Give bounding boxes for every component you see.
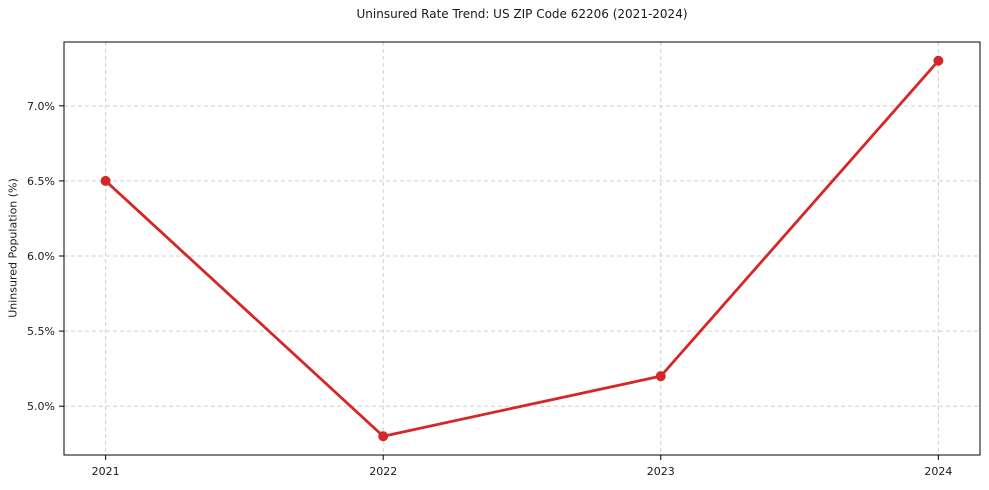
y-tick-label: 5.5%	[27, 325, 55, 338]
chart-title: Uninsured Rate Trend: US ZIP Code 62206 …	[356, 7, 688, 21]
y-tick-label: 7.0%	[27, 100, 55, 113]
plot-border	[63, 41, 981, 456]
x-tick-label: 2022	[369, 465, 397, 478]
data-point	[655, 371, 666, 382]
y-tick-label: 5.0%	[27, 400, 55, 413]
y-tick-label: 6.5%	[27, 175, 55, 188]
data-point	[933, 55, 944, 66]
data-point	[100, 175, 111, 186]
y-tick-label: 6.0%	[27, 250, 55, 263]
x-tick-label: 2024	[924, 465, 952, 478]
x-tick-label: 2021	[92, 465, 120, 478]
data-point	[378, 431, 389, 442]
x-tick-label: 2023	[647, 465, 675, 478]
trend-line	[104, 59, 940, 438]
